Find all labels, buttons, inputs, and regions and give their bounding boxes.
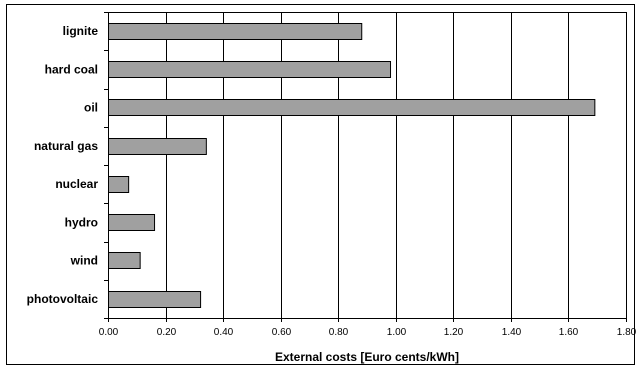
x-tick-label-4: 0.80 <box>329 327 349 338</box>
x-tick-labels: 0.00 0.20 0.40 0.60 0.80 1.00 1.20 1.40 1.60 1.80 <box>99 327 637 338</box>
category-labels: lignite hard coal oil natural gas nuclear hyd… <box>27 24 99 306</box>
x-tick-label-8: 1.60 <box>559 327 579 338</box>
bar-hydro <box>108 214 156 231</box>
x-tick-label-5: 1.00 <box>387 327 407 338</box>
category-label-hard-coal: hard coal <box>45 62 98 76</box>
gridlines <box>104 12 627 322</box>
chart-outer-frame <box>6 4 635 365</box>
x-tick-label-9: 1.80 <box>617 327 637 338</box>
x-tick-label-3: 0.60 <box>272 327 292 338</box>
category-label-oil: oil <box>84 101 98 115</box>
bar-nuclear <box>108 176 130 193</box>
category-label-hydro: hydro <box>65 215 98 229</box>
x-tick-label-1: 0.20 <box>157 327 177 338</box>
category-label-wind: wind <box>70 254 98 268</box>
bars <box>108 23 596 308</box>
bar-photovoltaic <box>108 291 202 308</box>
x-tick-label-2: 0.40 <box>214 327 234 338</box>
bar-oil <box>108 99 596 116</box>
x-axis-title: External costs [Euro cents/kWh] <box>275 350 459 364</box>
category-label-natural-gas: natural gas <box>34 139 98 153</box>
x-tick-label-6: 1.20 <box>444 327 464 338</box>
bar-natural-gas <box>108 138 207 155</box>
category-label-lignite: lignite <box>63 24 99 38</box>
plot-area-frame <box>108 12 627 319</box>
category-label-photovoltaic: photovoltaic <box>27 292 99 306</box>
x-tick-label-0: 0.00 <box>99 327 119 338</box>
bar-wind <box>108 252 141 269</box>
category-label-nuclear: nuclear <box>55 177 98 191</box>
bar-lignite <box>108 23 363 40</box>
bar-hard-coal <box>108 61 392 78</box>
x-tick-label-7: 1.40 <box>502 327 522 338</box>
